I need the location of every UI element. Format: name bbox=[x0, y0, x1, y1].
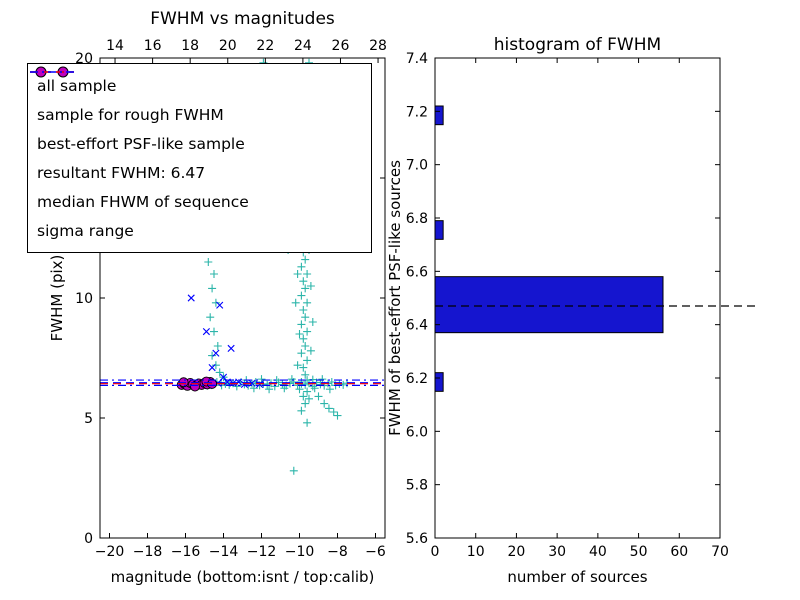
y-tick-label: 6.4 bbox=[406, 318, 428, 334]
y-tick-label: 0 bbox=[84, 531, 93, 547]
x-tick-label: 40 bbox=[589, 544, 607, 560]
y-tick-label: 6.6 bbox=[406, 264, 428, 280]
right-plot-frame bbox=[434, 57, 721, 539]
x-tick-label: −12 bbox=[247, 544, 277, 560]
legend-item-label: sigma range bbox=[37, 221, 134, 240]
legend-item: median FHWM of sequence bbox=[30, 71, 363, 216]
legend-item: best-effort PSF-like sample bbox=[35, 66, 363, 158]
x-tick-label: 50 bbox=[630, 544, 648, 560]
x-tick-label: 20 bbox=[508, 544, 526, 560]
y-tick-label: 7.4 bbox=[406, 51, 428, 67]
x-tick-label: 60 bbox=[670, 544, 688, 560]
left-plot-ylabel: FWHM (pix) bbox=[48, 255, 66, 342]
hist-bar bbox=[434, 372, 444, 392]
legend-item-label: all sample bbox=[37, 76, 117, 95]
right-plot: 0 10 20 30 40 50 60 70 5.6 5.8 6.0 6.2 6.4 6.6 6.8 7.0 7… bbox=[386, 35, 757, 586]
y-tick-label: 6.0 bbox=[406, 424, 428, 440]
top-tick-label: 22 bbox=[256, 38, 274, 54]
dashdot-legend-marker-icon bbox=[30, 71, 74, 73]
circle-marker bbox=[190, 381, 200, 392]
legend-item: all sample bbox=[36, 67, 363, 100]
left-plot-title: FWHM vs magnitudes bbox=[150, 9, 335, 29]
left-plot-xlabel: magnitude (bottom:isnt / top:calib) bbox=[111, 568, 375, 586]
y-tick-label: 5.6 bbox=[406, 531, 428, 547]
hist-bar bbox=[434, 220, 444, 240]
legend: all sample sample for rough FWHM best-effo… bbox=[27, 63, 372, 253]
y-tick-label: 6.2 bbox=[406, 371, 428, 387]
y-tick-label: 5 bbox=[84, 411, 93, 427]
x-tick-label: 0 bbox=[431, 544, 440, 560]
y-tick-label: 6.8 bbox=[406, 211, 428, 227]
legend-item-label: resultant FWHM: 6.47 bbox=[37, 163, 206, 182]
x-tick-label: −14 bbox=[209, 544, 239, 560]
x-tick-label: −18 bbox=[133, 544, 163, 560]
x-tick-label: −20 bbox=[95, 544, 125, 560]
top-tick-label: 24 bbox=[294, 38, 312, 54]
legend-item: sigma range bbox=[30, 71, 363, 245]
legend-item: resultant FWHM: 6.47 bbox=[30, 71, 363, 187]
x-tick-label: −6 bbox=[365, 544, 386, 560]
top-tick-label: 16 bbox=[144, 38, 162, 54]
right-plot-title: histogram of FWHM bbox=[494, 35, 661, 55]
top-tick-label: 14 bbox=[106, 38, 124, 54]
hist-bar bbox=[434, 276, 664, 334]
hist-bar bbox=[434, 105, 444, 126]
legend-item-label: sample for rough FWHM bbox=[37, 105, 224, 124]
top-tick-label: 26 bbox=[332, 38, 350, 54]
x-tick-label: −16 bbox=[171, 544, 201, 560]
x-tick-label: 10 bbox=[467, 544, 485, 560]
top-tick-label: 20 bbox=[219, 38, 237, 54]
legend-item: sample for rough FWHM bbox=[36, 67, 363, 129]
top-tick-label: 28 bbox=[369, 38, 387, 54]
x-tick-label: −10 bbox=[285, 544, 315, 560]
top-tick-label: 18 bbox=[181, 38, 199, 54]
legend-item-label: median FHWM of sequence bbox=[37, 192, 249, 211]
x-tick-label: −8 bbox=[327, 544, 348, 560]
legend-item-label: best-effort PSF-like sample bbox=[37, 134, 245, 153]
circle-legend-marker-icon bbox=[35, 66, 69, 78]
y-tick-label: 5.8 bbox=[406, 478, 428, 494]
right-plot-ylabel: FWHM of best-effort PSF-like sources bbox=[386, 160, 404, 436]
x-tick-label: 70 bbox=[711, 544, 729, 560]
y-tick-label: 7.0 bbox=[406, 158, 428, 174]
y-tick-label: 7.2 bbox=[406, 104, 428, 120]
left-plot: −20 −18 −16 −14 −12 −10 −8 −6 14 16 18 20 22 24 26 28 0 5… bbox=[48, 9, 387, 586]
x-tick-label: 30 bbox=[548, 544, 566, 560]
y-tick-label: 10 bbox=[75, 291, 93, 307]
right-plot-xlabel: number of sources bbox=[507, 568, 647, 586]
